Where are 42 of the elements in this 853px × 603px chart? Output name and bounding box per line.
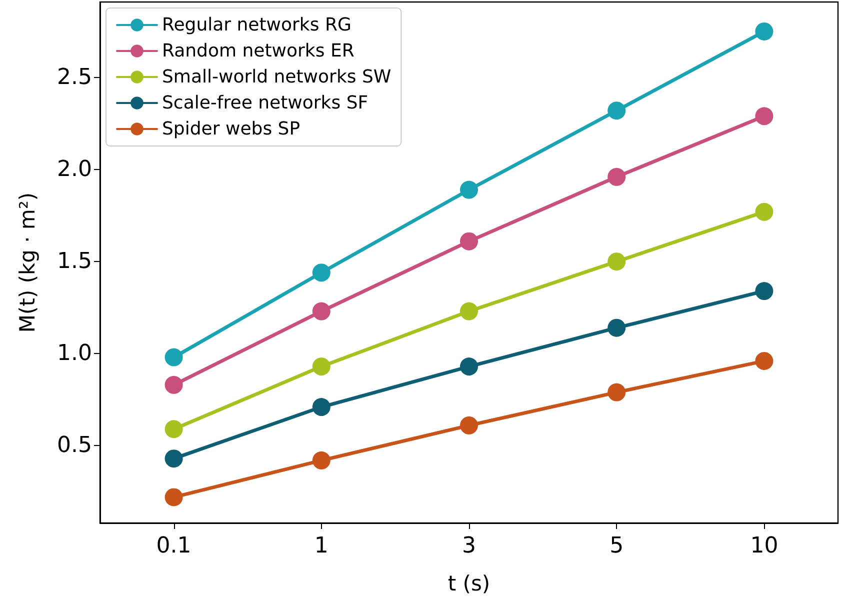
y-tick-label: 1.0 [57, 341, 92, 366]
point [164, 376, 183, 394]
legend-label: Regular networks RG [162, 14, 352, 36]
point [608, 383, 626, 402]
y-tick-label: 2.0 [57, 157, 92, 182]
point [164, 450, 183, 468]
point [460, 180, 478, 199]
point [755, 282, 774, 300]
legend-label: Scale-free networks SF [162, 92, 368, 114]
point [312, 302, 330, 320]
x-axis-title: t (s) [448, 572, 490, 596]
point [164, 420, 183, 438]
point [312, 398, 330, 416]
point [164, 348, 183, 366]
y-tick-label: 2.5 [57, 64, 92, 90]
legend-label: Small-world networks SW [162, 66, 392, 88]
point [312, 358, 330, 376]
point [460, 358, 478, 376]
y-axis-title: M(t) (kg · m²) [16, 192, 40, 333]
point [608, 318, 626, 337]
y-tick-label: 1.5 [57, 249, 92, 274]
legend-label: Spider webs SP [162, 118, 300, 140]
point [312, 451, 330, 470]
point [755, 202, 774, 221]
legend-label: Random networks ER [162, 40, 354, 62]
point [608, 168, 626, 186]
y-tick-label: 0.5 [57, 433, 92, 458]
point [164, 488, 183, 506]
point [460, 302, 478, 320]
point [312, 264, 330, 282]
x-tick-label: 5 [610, 534, 624, 558]
x-tick-label: 1 [314, 534, 328, 558]
point [608, 102, 626, 120]
point [460, 416, 478, 434]
point [755, 107, 774, 126]
point [755, 22, 774, 40]
point [608, 252, 626, 271]
x-tick-label: 0.1 [156, 534, 192, 558]
point [460, 232, 478, 250]
x-tick-label: 3 [462, 534, 476, 558]
point [755, 352, 774, 370]
x-tick-label: 10 [750, 534, 778, 558]
